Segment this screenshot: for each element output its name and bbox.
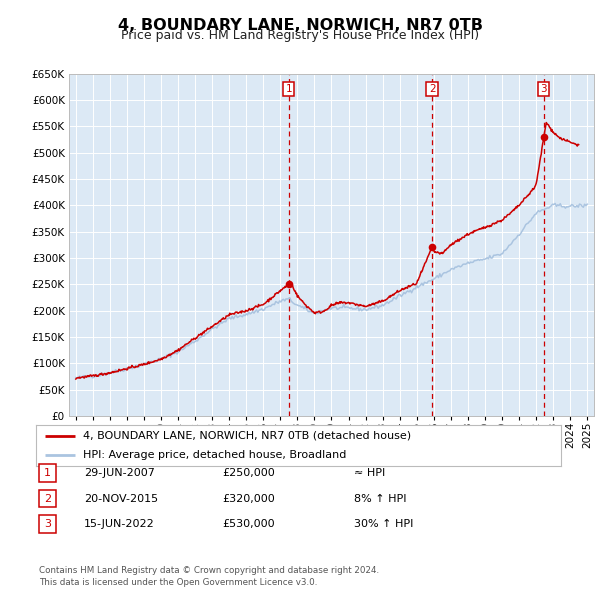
Text: 1: 1 — [44, 468, 51, 478]
Text: Contains HM Land Registry data © Crown copyright and database right 2024.
This d: Contains HM Land Registry data © Crown c… — [39, 566, 379, 587]
Text: £530,000: £530,000 — [222, 519, 275, 529]
Text: 2: 2 — [44, 494, 51, 503]
Text: ≈ HPI: ≈ HPI — [354, 468, 385, 478]
Text: 1: 1 — [286, 84, 292, 94]
Text: 3: 3 — [541, 84, 547, 94]
Text: 3: 3 — [44, 519, 51, 529]
Text: HPI: Average price, detached house, Broadland: HPI: Average price, detached house, Broa… — [83, 450, 347, 460]
Text: 20-NOV-2015: 20-NOV-2015 — [84, 494, 158, 503]
Text: £250,000: £250,000 — [222, 468, 275, 478]
Text: 15-JUN-2022: 15-JUN-2022 — [84, 519, 155, 529]
Text: 30% ↑ HPI: 30% ↑ HPI — [354, 519, 413, 529]
Text: 8% ↑ HPI: 8% ↑ HPI — [354, 494, 407, 503]
Text: 4, BOUNDARY LANE, NORWICH, NR7 0TB: 4, BOUNDARY LANE, NORWICH, NR7 0TB — [118, 18, 482, 32]
Text: 29-JUN-2007: 29-JUN-2007 — [84, 468, 155, 478]
Text: Price paid vs. HM Land Registry's House Price Index (HPI): Price paid vs. HM Land Registry's House … — [121, 30, 479, 42]
Text: £320,000: £320,000 — [222, 494, 275, 503]
Text: 2: 2 — [429, 84, 436, 94]
Text: 4, BOUNDARY LANE, NORWICH, NR7 0TB (detached house): 4, BOUNDARY LANE, NORWICH, NR7 0TB (deta… — [83, 431, 412, 441]
